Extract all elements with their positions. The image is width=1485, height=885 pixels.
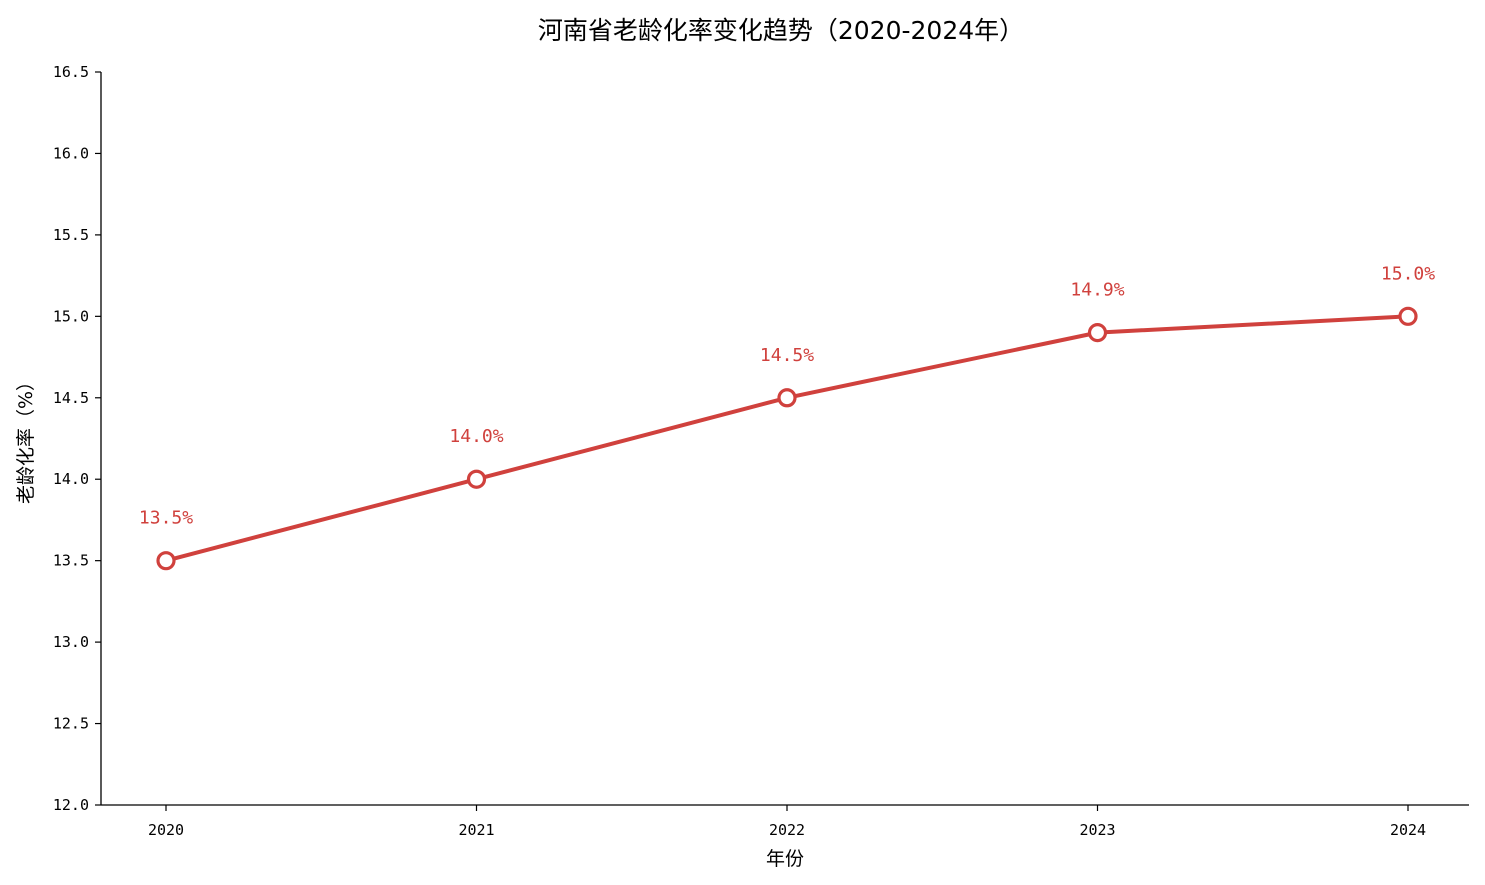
data-point-marker — [466, 469, 487, 489]
x-tick-label: 2023 — [1079, 821, 1115, 839]
data-point-marker — [1087, 323, 1108, 343]
data-label: 13.5% — [139, 508, 193, 529]
y-tick-label: 16.0 — [53, 144, 89, 162]
x-tick-label: 2024 — [1390, 821, 1426, 839]
y-tick-label: 12.5 — [53, 715, 89, 733]
x-axis-ticks: 2020 2021 2022 2023 2024 — [148, 805, 1426, 839]
y-tick-label: 12.0 — [53, 796, 89, 814]
data-label: 15.0% — [1381, 263, 1435, 284]
y-axis-title: 老龄化率（%） — [15, 372, 37, 504]
y-tick-label: 14.0 — [53, 470, 89, 488]
x-tick-label: 2022 — [769, 821, 805, 839]
data-point-marker — [156, 551, 176, 571]
x-tick-label: 2021 — [458, 821, 494, 839]
x-tick-label: 2020 — [148, 821, 184, 839]
y-axis-ticks: 12.0 12.5 13.0 13.5 14.0 14.5 15.0 15.5 16.0 16.5 — [53, 63, 101, 814]
series-layer: 13.5% 14.0% 14.5% 14.9% 15.0% — [139, 263, 1435, 571]
data-label: 14.5% — [760, 345, 814, 366]
data-point-marker — [777, 388, 797, 408]
y-tick-label: 16.5 — [53, 63, 89, 81]
y-tick-label: 13.0 — [53, 633, 89, 651]
x-axis-title: 年份 — [766, 848, 804, 870]
data-point-marker — [1398, 306, 1418, 326]
y-tick-label: 15.5 — [53, 226, 89, 244]
chart-title: 河南省老龄化率变化趋势（2020-2024年） — [538, 16, 1024, 45]
y-tick-label: 14.5 — [53, 389, 89, 407]
data-label: 14.9% — [1070, 280, 1124, 301]
data-label: 14.0% — [449, 426, 503, 447]
y-tick-label: 13.5 — [53, 552, 89, 570]
y-tick-label: 15.0 — [53, 307, 89, 325]
